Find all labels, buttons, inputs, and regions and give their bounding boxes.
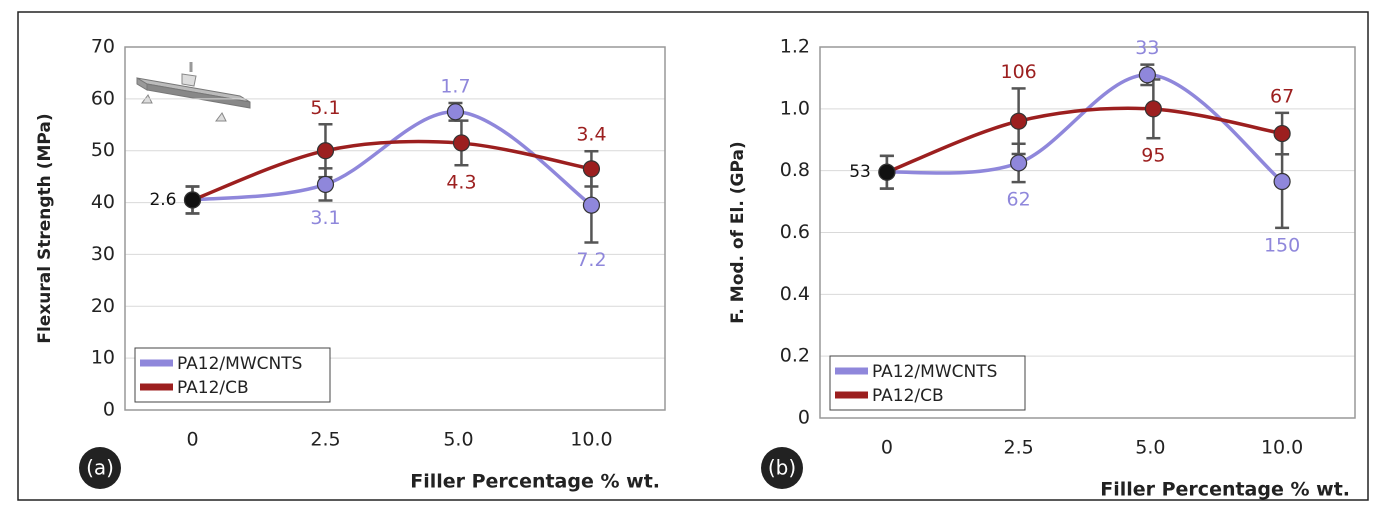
- y-tick-label: 1.0: [780, 97, 810, 119]
- data-point: [1273, 172, 1291, 191]
- data-point: [1010, 112, 1028, 130]
- legend-label: PA12/CB: [177, 378, 249, 398]
- error-label: 53: [849, 162, 871, 182]
- y-tick-label: 0.2: [780, 345, 810, 367]
- series-line: [191, 139, 592, 202]
- x-axis-title: Filler Percentage % wt.: [1100, 479, 1350, 501]
- x-tick-label: 0: [881, 437, 893, 459]
- data-point: [1273, 124, 1291, 143]
- y-tick-label: 30: [91, 243, 115, 265]
- y-tick-label: 0.6: [780, 221, 810, 243]
- y-tick-label: 40: [91, 191, 115, 213]
- beam-icon: [136, 62, 251, 122]
- y-axis-title: F. Mod. of El. (GPa): [728, 141, 748, 323]
- error-label: 5.1: [310, 97, 340, 119]
- data-point: [878, 163, 896, 181]
- legend-label: PA12/MWCNTS: [177, 354, 302, 374]
- x-tick-label: 10.0: [570, 429, 612, 451]
- x-tick-label: 2.5: [1004, 437, 1034, 459]
- data-point: [316, 142, 335, 160]
- series-line: [192, 110, 593, 207]
- error-label: 62: [1007, 189, 1031, 211]
- data-point: [183, 191, 202, 209]
- data-point: [582, 196, 601, 214]
- error-label: 3.4: [576, 124, 606, 146]
- y-tick-label: 20: [91, 295, 115, 317]
- y-axis-title: Flexural Strength (MPa): [35, 113, 55, 343]
- panel-badge: [79, 447, 121, 489]
- legend-box: [134, 347, 331, 403]
- y-tick-label: 1.2: [780, 36, 810, 58]
- y-tick-label: 10: [91, 347, 115, 369]
- data-point: [582, 160, 601, 178]
- series-line: [886, 73, 1284, 183]
- error-label: 2.6: [149, 190, 176, 210]
- legend-label: PA12/MWCNTS: [872, 362, 997, 382]
- panel-label: (b): [768, 456, 796, 480]
- x-tick-label: 5.0: [1135, 437, 1165, 459]
- frame: [17, 11, 1369, 501]
- x-tick-label: 5.0: [443, 429, 473, 451]
- y-tick-label: 60: [91, 87, 115, 109]
- data-point: [1138, 66, 1156, 84]
- panel-label: (a): [86, 456, 114, 480]
- data-point: [452, 134, 471, 152]
- legend-box: [829, 355, 1026, 411]
- x-axis-title: Filler Percentage % wt.: [410, 471, 660, 493]
- y-tick-label: 0.8: [780, 159, 810, 181]
- error-label: 7.2: [576, 249, 606, 271]
- data-point: [316, 175, 335, 194]
- legend-label: PA12/CB: [872, 386, 944, 406]
- x-tick-label: 2.5: [310, 429, 340, 451]
- series-line: [886, 106, 1283, 174]
- y-tick-label: 0: [798, 407, 810, 429]
- data-point: [1010, 154, 1028, 172]
- y-tick-label: 70: [91, 36, 115, 58]
- error-label: 95: [1141, 145, 1165, 167]
- y-tick-label: 50: [91, 139, 115, 161]
- plot-border: [819, 46, 1356, 419]
- error-label: 4.3: [446, 172, 476, 194]
- plot-border: [124, 46, 666, 411]
- error-label: 3.1: [310, 207, 340, 229]
- data-point: [446, 103, 465, 121]
- error-label: 1.7: [440, 76, 470, 98]
- panel-badge: [761, 447, 803, 489]
- error-label: 33: [1135, 37, 1159, 59]
- y-tick-label: 0.4: [780, 283, 810, 305]
- x-tick-label: 0: [186, 429, 198, 451]
- data-point: [1144, 100, 1162, 118]
- error-label: 150: [1264, 234, 1300, 256]
- x-tick-label: 10.0: [1261, 437, 1303, 459]
- error-label: 67: [1270, 85, 1294, 107]
- error-label: 106: [1000, 61, 1036, 83]
- y-tick-label: 0: [103, 399, 115, 421]
